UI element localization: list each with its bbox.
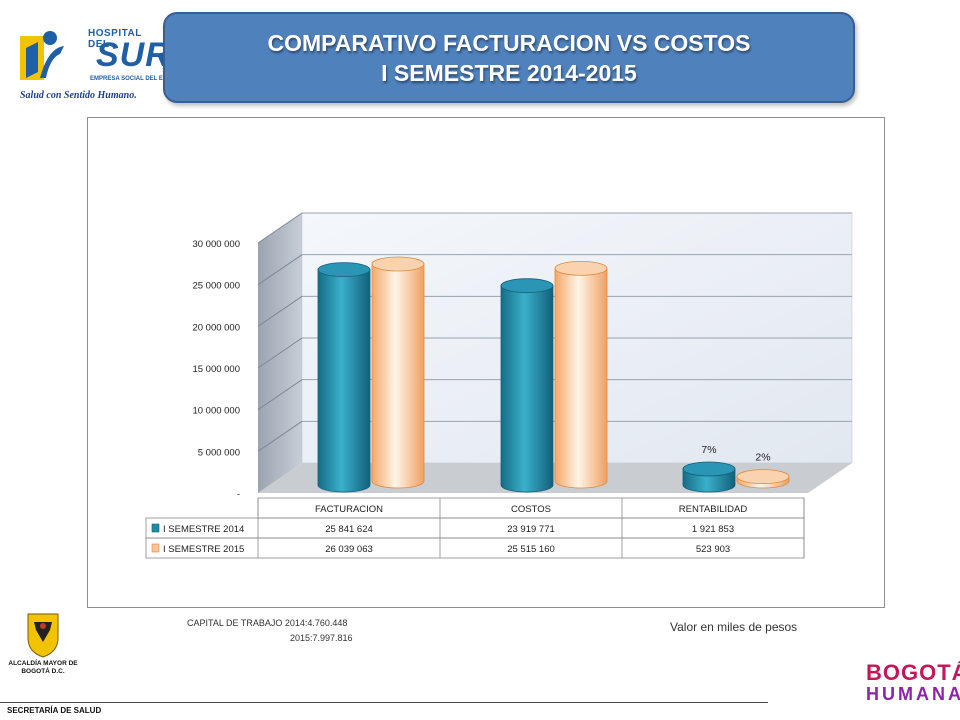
bar-cylinder-top [371,256,425,272]
data-table-cell: 23 919 771 [507,524,555,535]
category-label: FACTURACION [315,504,383,515]
bar-cylinder-top [317,262,371,278]
y-tick-label: 5 000 000 [198,447,240,458]
data-annotation: 2% [755,452,770,464]
bogota-logo-line1: BOGOTÁ [866,660,960,685]
bar-cylinder-top [554,260,608,276]
bar-cylinder-body [371,263,425,489]
alcaldia-logo: ALCALDÍA MAYOR DE BOGOTÁ D.C. [8,612,78,687]
category-label: COSTOS [511,504,551,515]
gridline-side [257,212,303,244]
data-table-cell: 25 515 160 [507,544,555,555]
data-annotation: 7% [701,444,716,456]
bogota-logo-line2: HUMANA [866,684,960,704]
y-tick-label: - [237,489,240,500]
data-table-cell: 1 921 853 [692,524,734,535]
data-table-row [145,537,805,559]
gridline-side [257,254,303,286]
y-tick-label: 10 000 000 [192,406,240,417]
data-table-cell: 25 841 624 [325,524,373,535]
capital-line2: 2015:7.997.816 [290,633,353,643]
legend-label: I SEMESTRE 2014 [163,524,244,535]
chart-frame: - 5 000 000 10 000 000 15 000 000 20 000 000… [87,117,885,608]
bar-chart: - 5 000 000 10 000 000 15 000 000 20 000 000… [145,212,853,559]
legend-swatch [151,543,160,553]
hospital-figure-icon [20,31,64,80]
page-title-line1: COMPARATIVO FACTURACION VS COSTOS [267,29,751,56]
bar-cylinder-body [500,285,554,493]
alcaldia-label: ALCALDÍA MAYOR DE BOGOTÁ D.C. [8,660,78,675]
bar-cylinder-body [554,267,608,489]
category-label: RENTABILIDAD [679,504,748,515]
hospital-top-text: HOSPITAL DEL [88,28,142,50]
units-note: Valor en miles de pesos [670,620,798,634]
gridline-side [257,379,303,411]
shield-icon [27,613,59,658]
hospital-logo: HOSPITAL DEL SUR EMPRESA SOCIAL DEL ESTA… [18,18,183,108]
page-title-line2: I SEMESTRE 2014-2015 [381,59,637,86]
hospital-slogan: Salud con Sentido Humano. [20,90,137,101]
y-tick-label: 20 000 000 [192,322,240,333]
gridline-side [257,420,303,452]
capital-line1: CAPITAL DE TRABAJO 2014:4.760.448 [187,618,348,628]
footer-label: SECRETARÍA DE SALUD [7,706,102,715]
gridline-side [257,337,303,369]
bar-cylinder-body [317,269,371,493]
data-table-cell: 26 039 063 [325,544,373,555]
legend-swatch [151,523,160,533]
bogota-humana-logo: BOGOTÁ HUMANA [838,660,960,710]
bar-cylinder-top [682,461,736,477]
y-tick-label: 30 000 000 [192,239,240,250]
page-title-box: COMPARATIVO FACTURACION VS COSTOS I SEME… [163,12,855,103]
hospital-name-text: SUR [96,36,171,74]
legend-label: I SEMESTRE 2015 [163,544,244,555]
hospital-sub-text: EMPRESA SOCIAL DEL ESTADO [90,76,184,82]
data-table-cell: 523 903 [696,544,730,555]
gridline-side [257,295,303,327]
bar-cylinder-top [500,278,554,294]
y-tick-label: 15 000 000 [192,364,240,375]
y-tick-label: 25 000 000 [192,281,240,292]
bar-cylinder-top [736,469,790,485]
footer-divider [0,702,768,703]
